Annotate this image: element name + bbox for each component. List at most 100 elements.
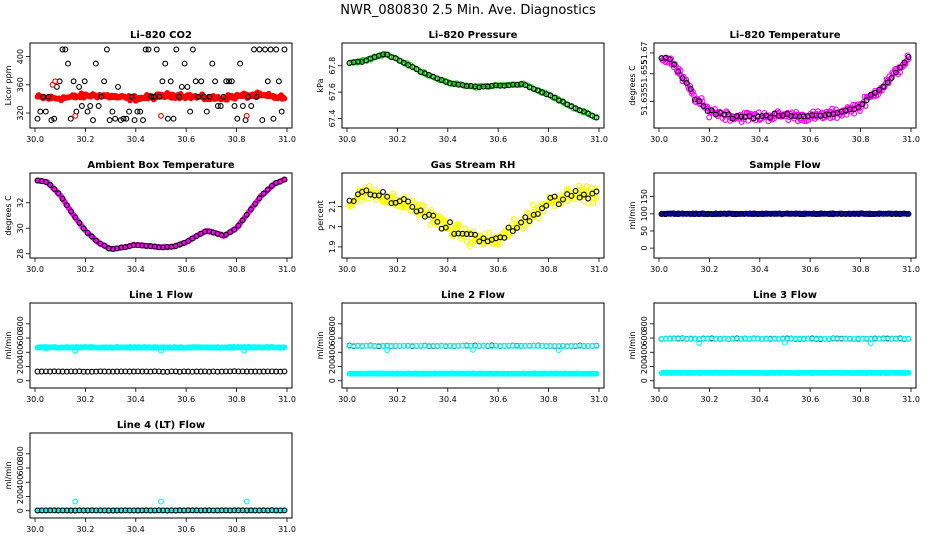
data-point [87,103,94,109]
data-point [692,335,698,342]
data-point [63,368,70,375]
data-point [51,186,58,192]
data-point [742,335,749,342]
data-point [139,507,146,514]
data-point [493,342,499,349]
data-point [281,46,288,53]
y-tick-label: 1.9 [328,241,337,254]
data-point [400,196,407,203]
x-tick-label: 30.2 [700,135,718,144]
data-point [76,507,83,514]
data-point [371,343,378,349]
x-tick-label: 30.8 [228,135,246,144]
data-point [248,507,254,514]
data-point [888,74,895,81]
data-point [93,237,100,244]
data-point [817,210,824,217]
data-point [126,368,133,375]
data-point [872,336,878,342]
data-point [405,342,412,349]
data-point [518,343,525,350]
data-point [846,211,853,217]
data-point [700,103,707,110]
data-point [872,210,878,217]
data-point [55,190,62,197]
data-point [239,507,246,514]
data-point [253,93,260,100]
x-tick-label: 30.2 [76,525,94,534]
data-point [505,343,512,349]
data-point [763,335,770,342]
series-ref [658,210,912,218]
data-point [593,188,600,195]
chart-title: Li–820 CO2 [130,30,192,41]
data-point [130,507,137,514]
data-point [59,368,66,375]
data-point [227,229,234,236]
data-point [206,93,213,100]
y-tick-label: 200 [640,359,649,374]
data-point [733,113,740,120]
series-main [34,89,288,104]
data-point [522,214,529,221]
data-point [696,335,703,342]
data-point [738,210,744,217]
data-point [63,507,70,514]
data-point [55,507,62,514]
data-point [206,507,213,514]
data-point [767,335,774,342]
data-point [37,108,44,115]
data-point [658,211,665,218]
data-point [666,56,673,63]
x-tick-label: 31.0 [590,395,608,404]
data-point [671,61,678,68]
data-point [235,222,242,229]
data-point [281,507,288,514]
data-point [662,335,669,342]
data-point [880,210,887,217]
chart-panel-2: Li–820 Temperature degrees C 51.63551.6555… [628,30,920,144]
data-point [268,368,275,375]
data-point [176,507,183,514]
data-point [101,507,108,514]
data-point [863,210,870,217]
data-point [884,336,891,343]
data-point [384,193,391,200]
data-point [281,344,288,351]
data-point [455,230,462,237]
data-point [252,200,259,207]
plot-area [658,52,912,125]
data-point [884,79,891,86]
data-point [733,335,740,342]
data-point [505,233,512,240]
data-point [792,210,799,217]
data-point [779,210,786,217]
data-point [754,335,761,342]
data-point [126,108,133,115]
data-point [168,507,175,514]
data-point [193,507,200,514]
data-point [558,201,564,208]
data-point [843,111,850,118]
data-point [788,113,795,119]
data-point [467,83,474,89]
data-point [172,368,179,375]
data-point [725,111,732,118]
data-point [160,244,167,251]
y-tick-label: 600 [640,330,649,345]
data-point [426,342,432,349]
data-point [462,225,469,232]
data-point [905,54,912,60]
data-point [497,82,504,89]
data-point [568,342,575,349]
data-point [785,117,792,124]
data-point [484,342,491,349]
data-point [273,368,280,375]
data-point [738,335,744,342]
data-point [754,113,761,120]
data-point [231,368,238,375]
data-point [118,368,125,375]
data-point [892,335,899,342]
data-point [746,210,753,217]
data-point [371,192,378,199]
